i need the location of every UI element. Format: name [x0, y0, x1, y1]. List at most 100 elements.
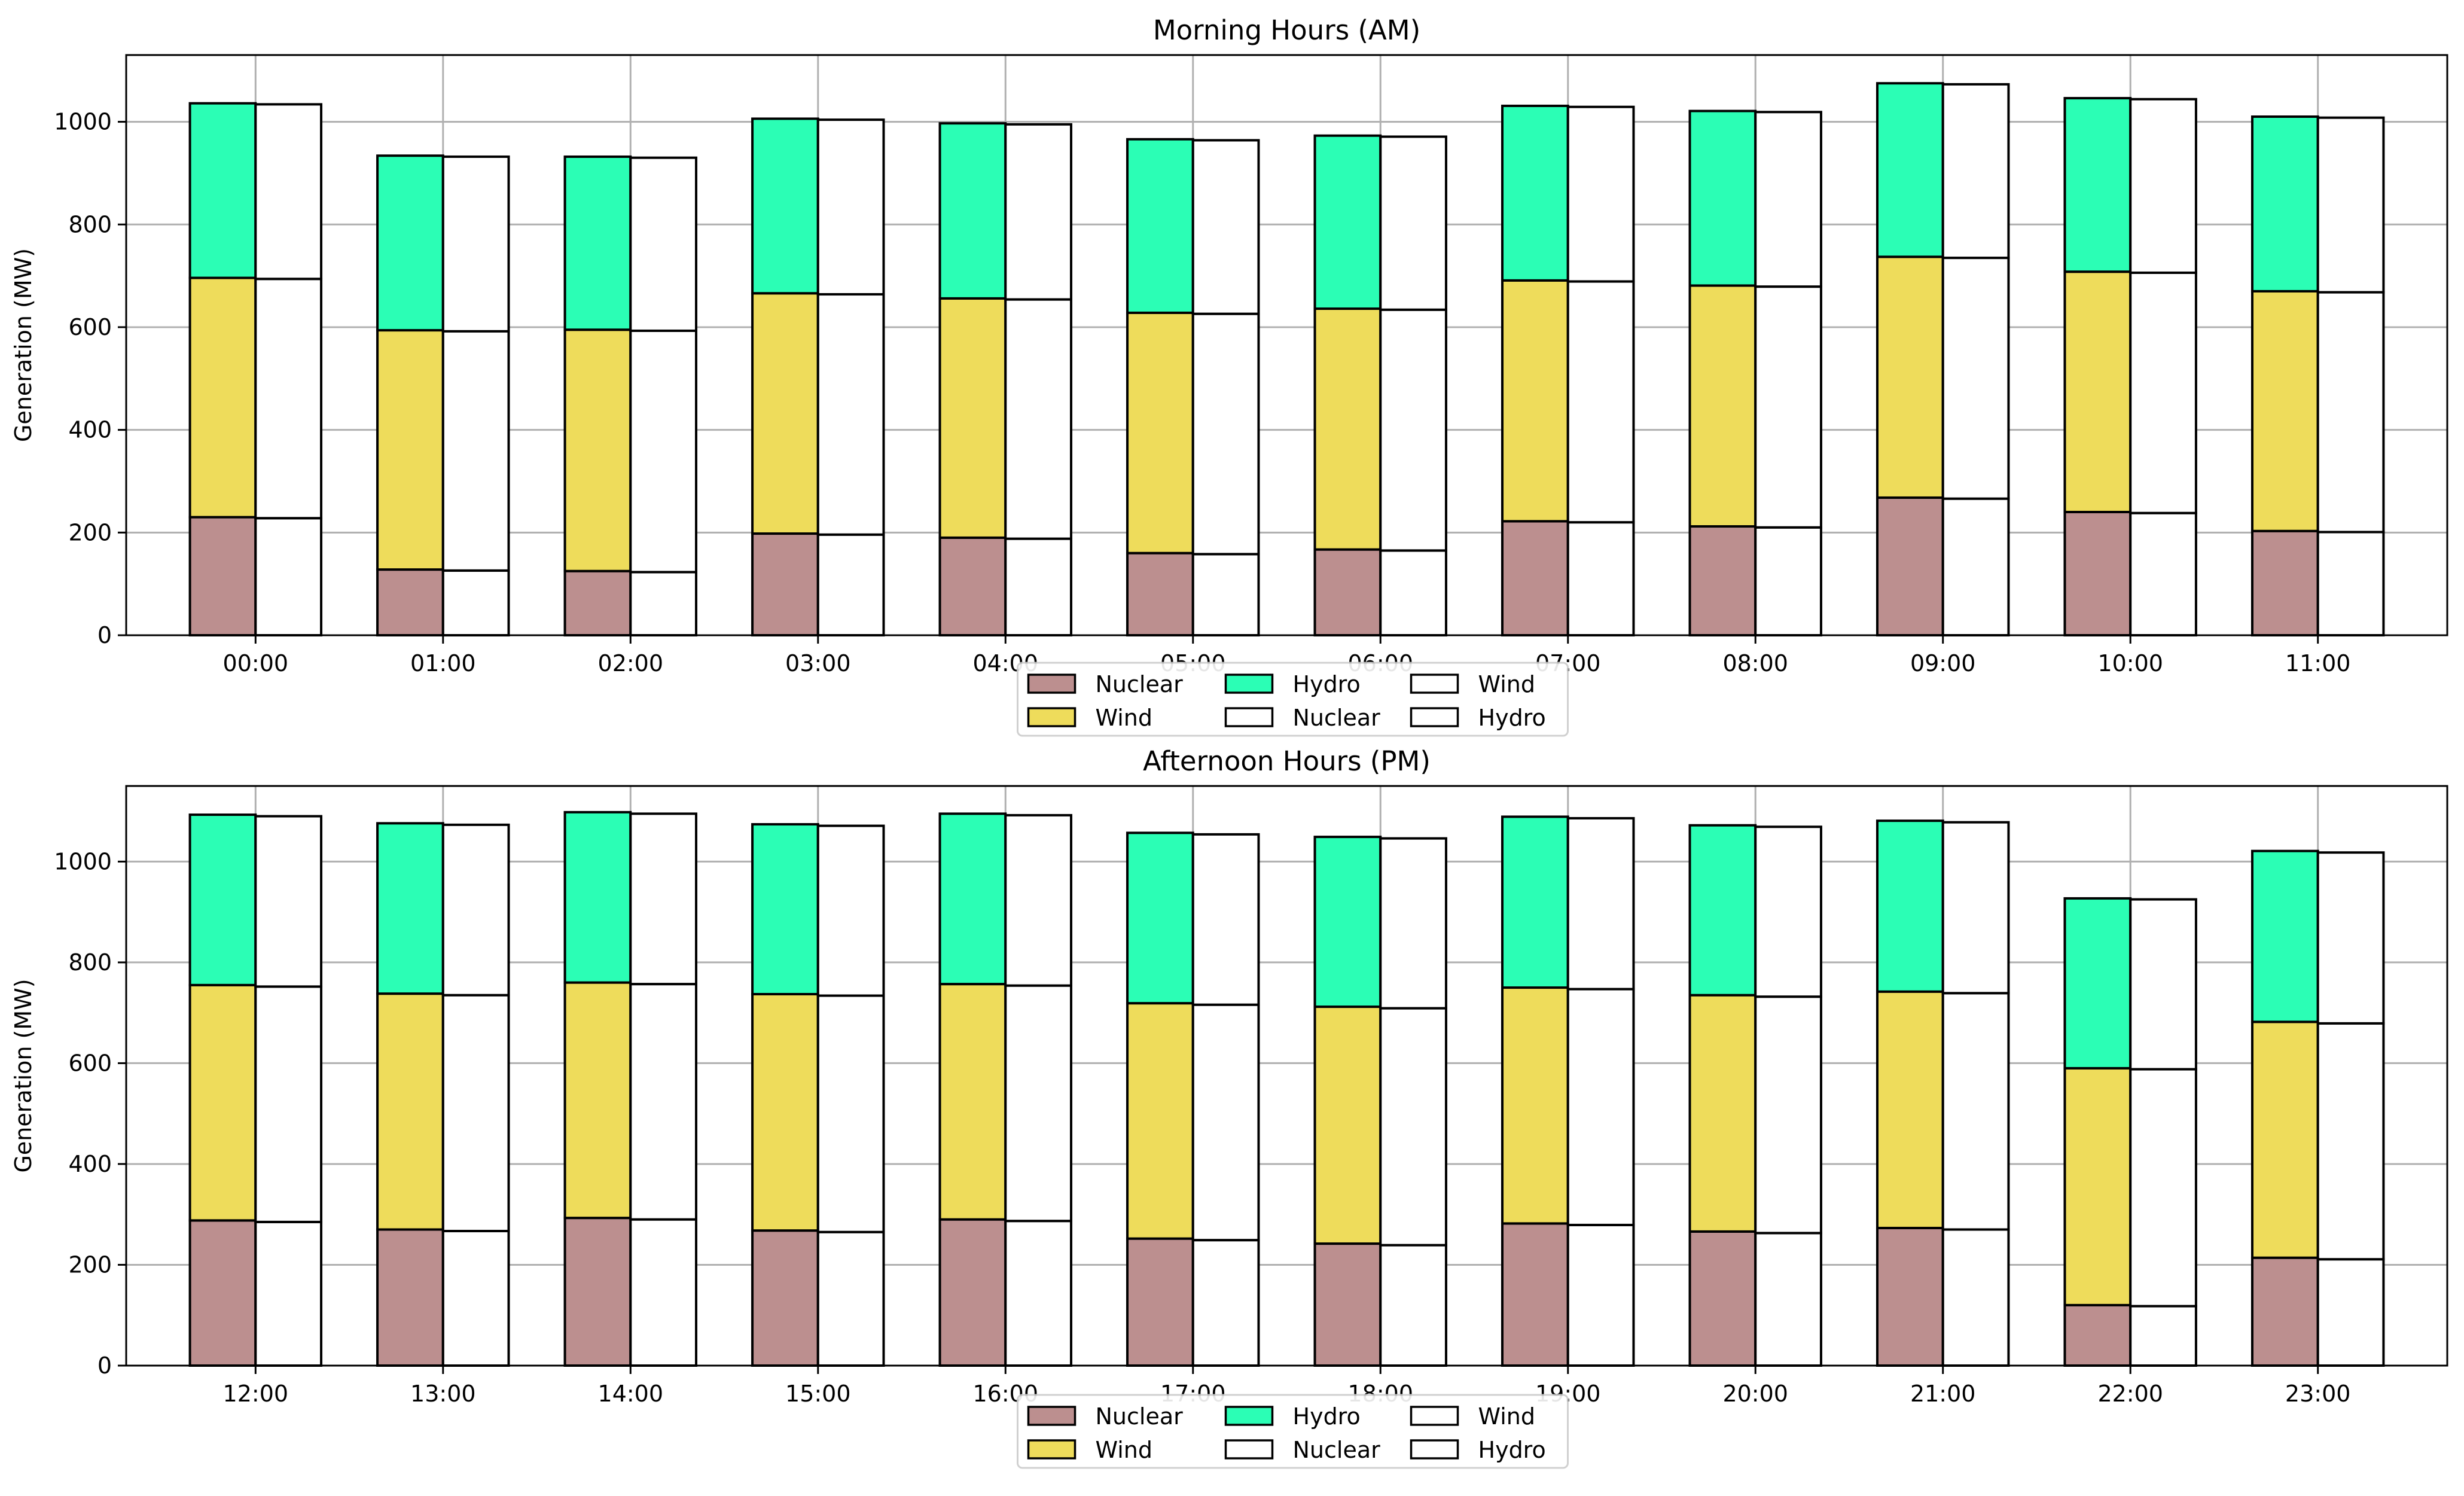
bar-filled-nuclear-0000 [188, 516, 257, 636]
bar-outline-nuclear-1400 [629, 1218, 698, 1367]
x-tick-label: 22:00 [2097, 1381, 2163, 1407]
bar-filled-hydro-1300 [376, 822, 444, 995]
x-tick-label: 02:00 [598, 650, 664, 677]
x-tick-label: 23:00 [2285, 1381, 2351, 1407]
legend-label-nuclear: Nuclear [1293, 705, 1381, 731]
bar-outline-hydro-0900 [1941, 83, 2010, 260]
y-tick-label: 400 [68, 1151, 112, 1177]
y-axis-label: Generation (MW) [10, 979, 36, 1172]
legend-swatch-wind [1027, 1439, 1077, 1460]
legend-label-wind: Wind [1096, 1437, 1153, 1463]
bar-filled-wind-0100 [376, 329, 444, 571]
bar-filled-hydro-2000 [1688, 824, 1757, 997]
bar-outline-hydro-2200 [2129, 898, 2197, 1071]
bar-outline-nuclear-1500 [816, 1230, 885, 1367]
chart-title: Morning Hours (AM) [1153, 14, 1420, 46]
bar-filled-hydro-0100 [376, 154, 444, 332]
x-tick-label: 00:00 [223, 650, 289, 677]
bar-filled-wind-1100 [2250, 290, 2319, 532]
legend-swatch-nuclear [1224, 707, 1274, 727]
bar-filled-nuclear-0800 [1688, 525, 1757, 636]
y-tick-label: 400 [68, 417, 112, 443]
bar-outline-hydro-1500 [816, 824, 885, 997]
legend: Nuclear Wind Hydro Nuclear Wind Hydro [1017, 1394, 1569, 1469]
bar-outline-wind-1100 [2316, 291, 2385, 534]
bar-filled-hydro-1400 [563, 811, 632, 984]
bar-filled-hydro-2200 [2063, 897, 2132, 1070]
bar-outline-nuclear-0500 [1191, 553, 1260, 637]
legend-label-wind: Wind [1478, 1403, 1536, 1430]
bar-filled-nuclear-0600 [1313, 548, 1382, 636]
legend-label-nuclear: Nuclear [1293, 1437, 1381, 1463]
legend-swatch-nuclear [1027, 674, 1077, 694]
bar-filled-wind-0700 [1501, 279, 1569, 523]
legend: Nuclear Wind Hydro Nuclear Wind Hydro [1017, 662, 1569, 737]
bar-outline-nuclear-0600 [1379, 549, 1447, 637]
axes-frame [125, 785, 2448, 1367]
y-tick-label: 0 [97, 622, 112, 648]
bar-outline-hydro-2300 [2316, 851, 2385, 1025]
bar-filled-nuclear-0400 [938, 536, 1007, 636]
bar-outline-wind-0300 [816, 293, 885, 536]
bar-filled-wind-0600 [1313, 307, 1382, 551]
bar-outline-hydro-2000 [1754, 825, 1822, 998]
bar-filled-hydro-0700 [1501, 104, 1569, 282]
bar-outline-nuclear-0800 [1754, 526, 1822, 636]
bar-filled-hydro-0500 [1126, 138, 1194, 314]
bar-outline-nuclear-1000 [2129, 511, 2197, 636]
bar-outline-hydro-0000 [254, 103, 323, 281]
bar-outline-wind-1000 [2129, 271, 2197, 514]
bar-outline-hydro-0200 [629, 156, 698, 332]
x-tick-label: 10:00 [2097, 650, 2163, 677]
chart-title: Afternoon Hours (PM) [1143, 745, 1431, 777]
bar-filled-hydro-0800 [1688, 109, 1757, 287]
bar-filled-wind-1600 [938, 983, 1007, 1221]
bar-outline-nuclear-1300 [441, 1230, 510, 1367]
bar-outline-nuclear-1200 [254, 1220, 323, 1367]
bar-filled-nuclear-1200 [188, 1219, 257, 1367]
bar-outline-wind-0000 [254, 278, 323, 520]
legend-swatch-hydro [1410, 707, 1459, 727]
bar-outline-hydro-1800 [1379, 837, 1447, 1010]
bar-filled-wind-2000 [1688, 994, 1757, 1233]
legend-label-hydro: Hydro [1293, 1403, 1361, 1430]
bar-filled-hydro-0200 [563, 155, 632, 331]
bar-filled-nuclear-1300 [376, 1228, 444, 1367]
bar-filled-nuclear-2000 [1688, 1230, 1757, 1367]
legend-swatch-wind [1410, 674, 1459, 694]
bar-outline-wind-1900 [1566, 988, 1635, 1226]
bar-outline-wind-2100 [1941, 992, 2010, 1231]
bar-outline-wind-0200 [629, 329, 698, 574]
bar-outline-hydro-2100 [1941, 821, 2010, 995]
legend-swatch-wind [1410, 1406, 1459, 1426]
y-axis-label: Generation (MW) [10, 248, 36, 442]
bar-outline-nuclear-2200 [2129, 1305, 2197, 1367]
x-tick-label: 20:00 [1722, 1381, 1788, 1407]
bar-filled-wind-1700 [1126, 1002, 1194, 1240]
bar-outline-nuclear-0400 [1004, 537, 1072, 636]
bar-filled-hydro-1100 [2250, 115, 2319, 293]
x-tick-label: 11:00 [2285, 650, 2351, 677]
bar-filled-wind-0200 [563, 328, 632, 572]
bar-outline-nuclear-0000 [254, 517, 323, 637]
bar-filled-wind-2100 [1876, 990, 1944, 1229]
axes-frame [125, 54, 2448, 636]
bar-filled-nuclear-1000 [2063, 510, 2132, 636]
bar-outline-nuclear-1100 [2316, 531, 2385, 637]
bar-filled-nuclear-0300 [751, 532, 819, 636]
bar-outline-wind-0500 [1191, 312, 1260, 556]
bar-outline-wind-2300 [2316, 1022, 2385, 1261]
bar-filled-hydro-0300 [751, 117, 819, 295]
bar-filled-wind-1200 [188, 983, 257, 1222]
bar-outline-hydro-0800 [1754, 111, 1822, 288]
bar-outline-nuclear-0900 [1941, 497, 2010, 636]
x-tick-label: 03:00 [785, 650, 851, 677]
bar-filled-nuclear-2100 [1876, 1226, 1944, 1367]
bar-filled-wind-0000 [188, 276, 257, 519]
bar-outline-nuclear-1900 [1566, 1223, 1635, 1367]
x-tick-label: 21:00 [1910, 1381, 1976, 1407]
bar-filled-hydro-2100 [1876, 819, 1944, 993]
bar-filled-wind-1900 [1501, 986, 1569, 1225]
